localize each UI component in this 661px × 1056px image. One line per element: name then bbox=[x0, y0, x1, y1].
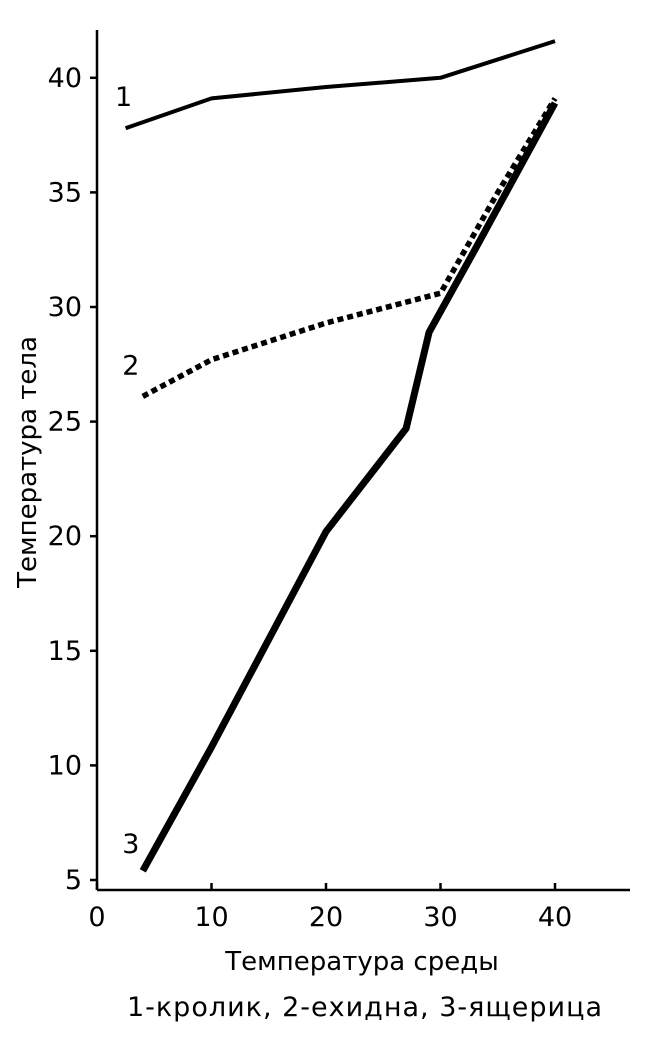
y-tick-label: 5 bbox=[65, 865, 82, 896]
series-line-2 bbox=[141, 96, 558, 399]
x-tick-label: 30 bbox=[423, 902, 457, 933]
x-tick-label: 10 bbox=[194, 902, 228, 933]
x-tick-label: 20 bbox=[309, 902, 343, 933]
axes bbox=[95, 30, 630, 892]
series-labels: 1 2 3 bbox=[115, 82, 139, 860]
x-axis-title: Температура среды bbox=[224, 947, 498, 977]
y-tick-label: 10 bbox=[48, 750, 82, 781]
y-tick-label: 20 bbox=[48, 521, 82, 552]
series-line-3 bbox=[139, 101, 559, 873]
series-label-2: 2 bbox=[122, 350, 139, 381]
y-tick-label: 30 bbox=[48, 292, 82, 323]
legend-caption: 1-кролик, 2-ехидна, 3-ящерица bbox=[127, 992, 603, 1023]
y-tick-label: 15 bbox=[48, 636, 82, 667]
y-tick-label: 25 bbox=[48, 407, 82, 438]
x-ticks: 0 10 20 30 40 bbox=[88, 883, 572, 933]
series-label-3: 3 bbox=[122, 829, 139, 860]
series-label-1: 1 bbox=[115, 82, 132, 113]
series-layer bbox=[124, 39, 559, 873]
x-tick-label: 0 bbox=[88, 902, 105, 933]
series-line-1 bbox=[124, 39, 556, 131]
y-axis-title: Температура тела bbox=[13, 336, 43, 589]
x-tick-label: 40 bbox=[538, 902, 572, 933]
y-ticks: 5 10 15 20 25 30 35 40 bbox=[48, 63, 97, 896]
y-tick-label: 40 bbox=[48, 63, 82, 94]
y-tick-label: 35 bbox=[48, 177, 82, 208]
